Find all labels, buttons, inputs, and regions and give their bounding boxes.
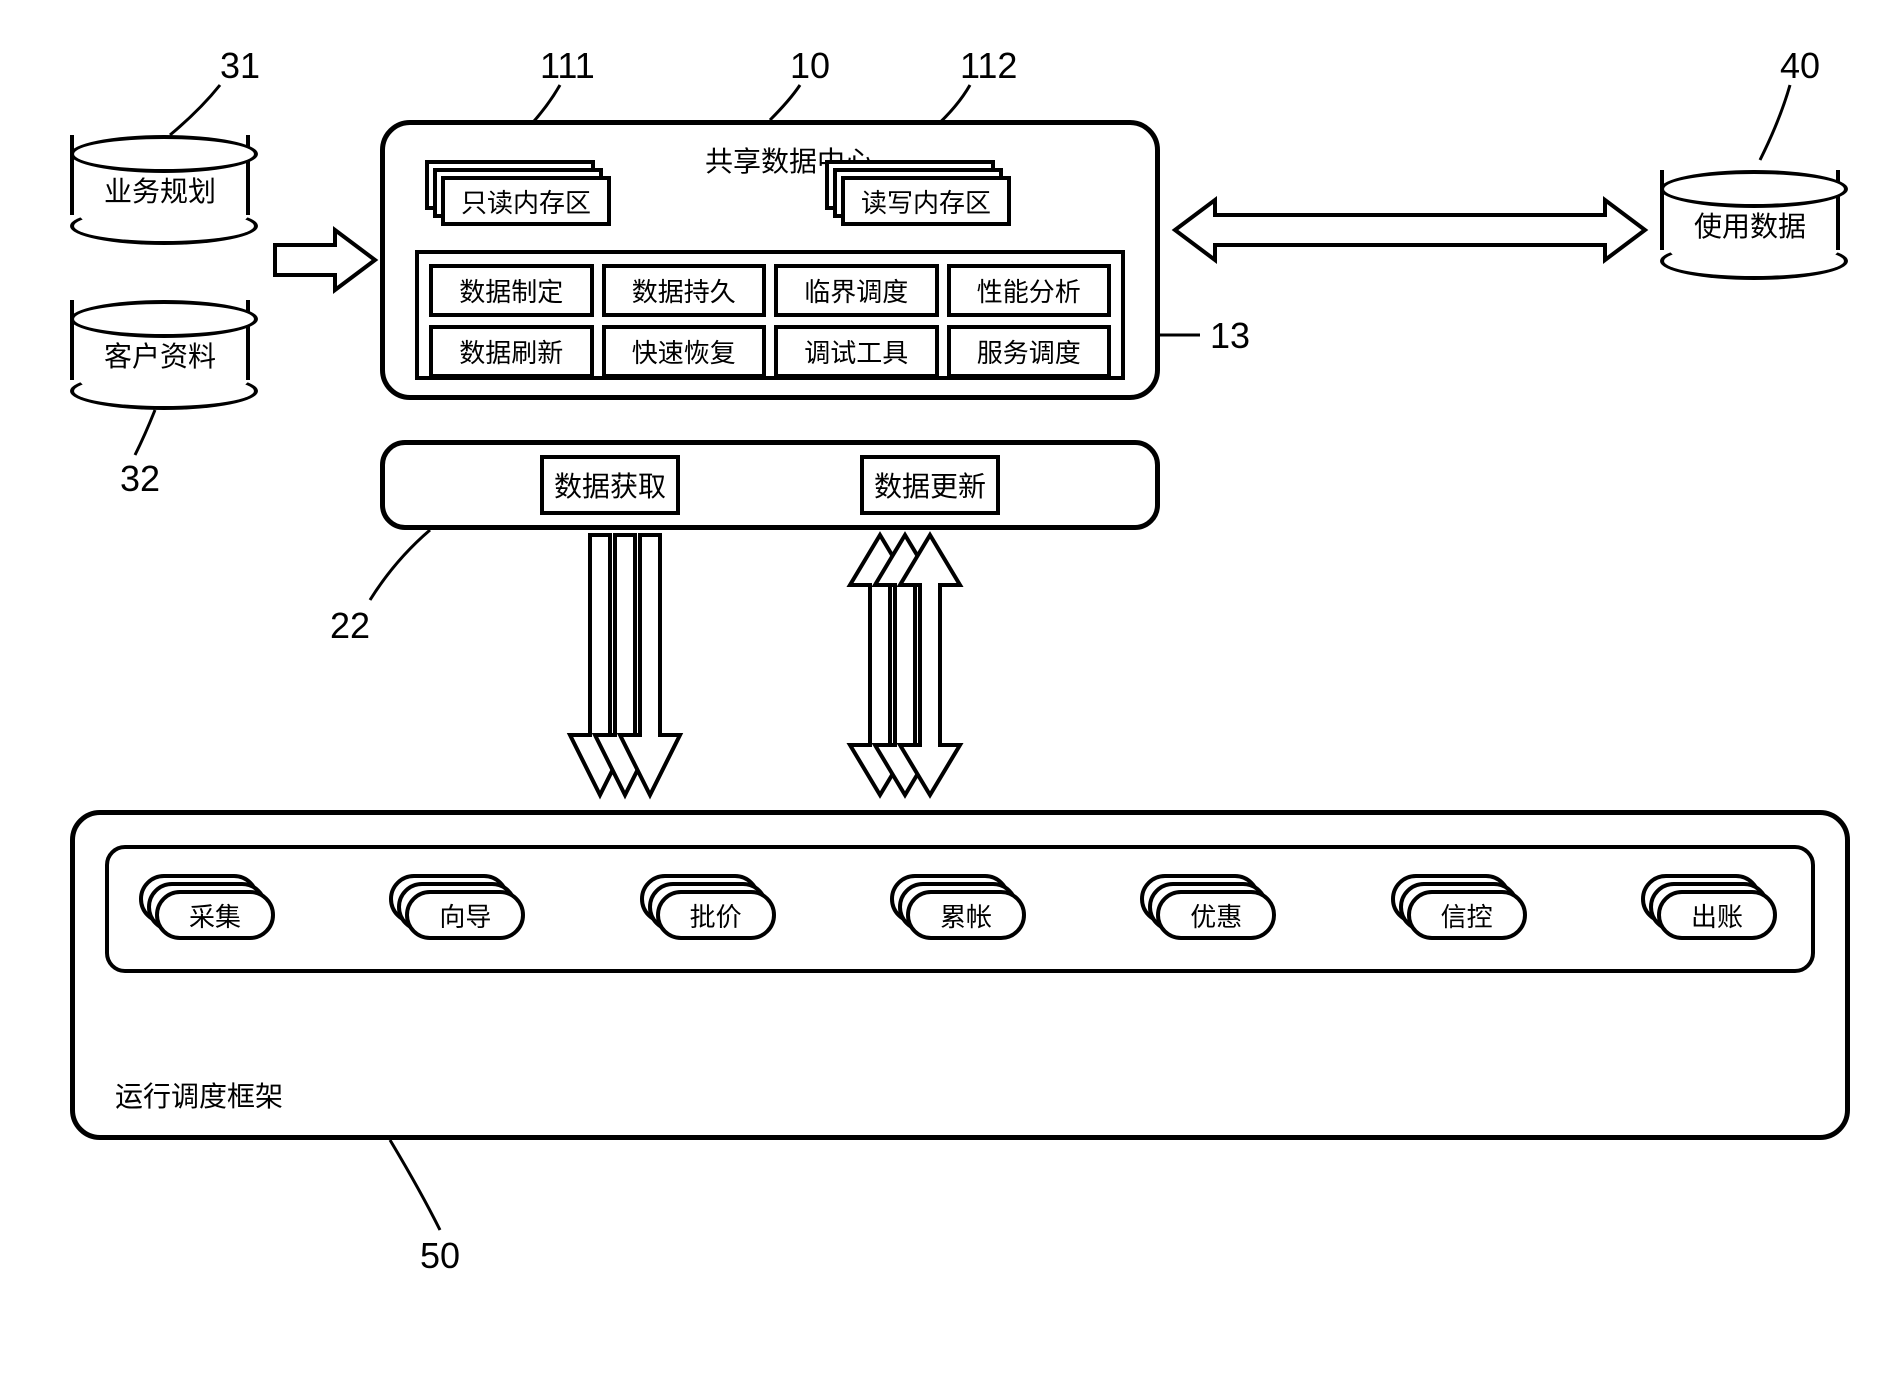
ref-label-32: 32 (120, 458, 160, 500)
cylinder-usage-data-label: 使用数据 (1694, 205, 1806, 245)
tools-grid: 数据制定 数据持久 临界调度 性能分析 数据刷新 快速恢复 调试工具 服务调度 (415, 250, 1125, 380)
cylinder-business-plan: 业务规划 (70, 135, 250, 245)
ref-label-111: 111 (540, 45, 595, 87)
runtime-label: 运行调度框架 (115, 1075, 283, 1115)
tool-perf-analysis: 性能分析 (947, 264, 1112, 317)
diagram-container: 31 32 111 10 112 40 13 22 50 业务规划 客户资料 使… (0, 0, 1903, 1395)
module-wizard-label: 向导 (405, 890, 525, 940)
tool-fast-recover: 快速恢复 (602, 325, 767, 378)
interface-data-update: 数据更新 (860, 455, 1000, 515)
cylinder-customer-data: 客户资料 (70, 300, 250, 410)
module-collect-label: 采集 (155, 890, 275, 940)
readonly-memory-label: 只读内存区 (441, 176, 611, 226)
module-collect: 采集 (139, 874, 279, 944)
module-accumulate-label: 累帐 (906, 890, 1026, 940)
readwrite-memory-label: 读写内存区 (841, 176, 1011, 226)
module-credit-ctrl-label: 信控 (1407, 890, 1527, 940)
runtime-inner: 采集 向导 批价 累帐 优惠 信控 (105, 845, 1815, 973)
ref-label-31: 31 (220, 45, 260, 87)
module-discount: 优惠 (1140, 874, 1280, 944)
tool-critical-sched: 临界调度 (774, 264, 939, 317)
ref-label-22: 22 (330, 605, 370, 647)
module-accumulate: 累帐 (890, 874, 1030, 944)
cylinder-business-plan-label: 业务规划 (104, 170, 216, 210)
interface-layer: 数据获取 数据更新 (380, 440, 1160, 530)
module-discount-label: 优惠 (1156, 890, 1276, 940)
module-billing: 出账 (1641, 874, 1781, 944)
module-batch-price-label: 批价 (656, 890, 776, 940)
tool-data-refresh: 数据刷新 (429, 325, 594, 378)
tool-data-persist: 数据持久 (602, 264, 767, 317)
module-credit-ctrl: 信控 (1391, 874, 1531, 944)
readonly-memory-stack: 只读内存区 (425, 160, 625, 230)
ref-label-112: 112 (960, 45, 1017, 87)
tool-service-sched: 服务调度 (947, 325, 1112, 378)
interface-data-fetch: 数据获取 (540, 455, 680, 515)
module-wizard: 向导 (389, 874, 529, 944)
ref-label-40: 40 (1780, 45, 1820, 87)
tool-debug-tool: 调试工具 (774, 325, 939, 378)
module-billing-label: 出账 (1657, 890, 1777, 940)
tool-data-define: 数据制定 (429, 264, 594, 317)
cylinder-customer-data-label: 客户资料 (104, 335, 216, 375)
cylinder-usage-data: 使用数据 (1660, 170, 1840, 280)
readwrite-memory-stack: 读写内存区 (825, 160, 1025, 230)
ref-label-10: 10 (790, 45, 830, 87)
shared-data-center: 共享数据中心 只读内存区 读写内存区 数据制定 数据持久 临界调度 性能分析 数… (380, 120, 1160, 400)
ref-label-13: 13 (1210, 315, 1250, 357)
ref-label-50: 50 (420, 1235, 460, 1277)
runtime-block: 采集 向导 批价 累帐 优惠 信控 (70, 810, 1850, 1140)
module-batch-price: 批价 (640, 874, 780, 944)
